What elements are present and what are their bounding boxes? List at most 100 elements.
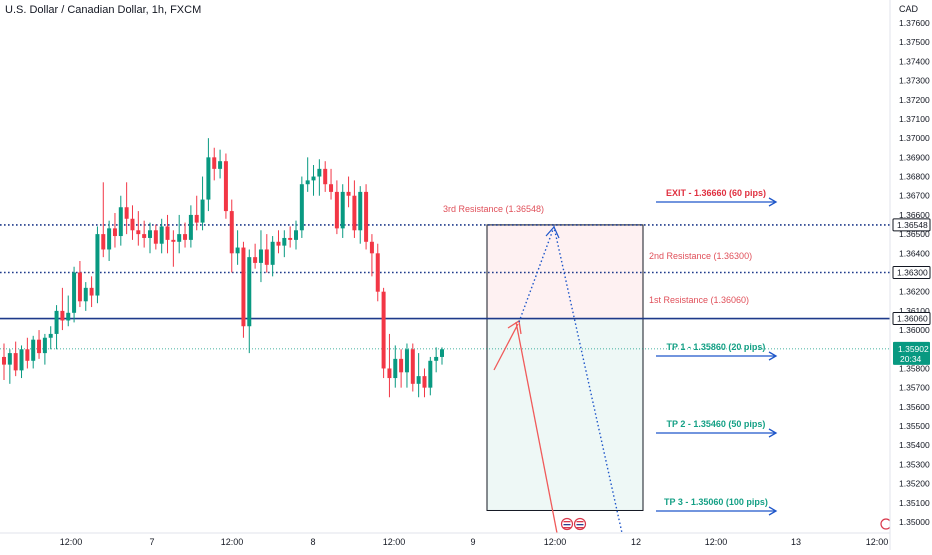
candle-body[interactable]	[346, 191, 351, 196]
candle-body[interactable]	[247, 257, 252, 327]
tp-3-arrow-head	[768, 506, 778, 516]
candle-body[interactable]	[393, 358, 398, 379]
candle-body[interactable]	[2, 356, 6, 365]
candle-body[interactable]	[334, 191, 339, 229]
candle-body[interactable]	[410, 349, 415, 384]
exit-label: EXIT - 1.36660 (60 pips)	[666, 188, 766, 198]
candle-body[interactable]	[323, 168, 328, 185]
y-tick-label: 1.36800	[899, 172, 930, 182]
candle-body[interactable]	[340, 191, 345, 229]
candle-body[interactable]	[282, 237, 287, 246]
level-price-tag-label: 1.36060	[897, 314, 928, 324]
candle-body[interactable]	[218, 161, 223, 169]
event-flag-stripe	[576, 521, 584, 523]
candle-body[interactable]	[253, 257, 258, 263]
candle-body[interactable]	[329, 184, 334, 192]
candle-body[interactable]	[171, 239, 176, 242]
candle-body[interactable]	[364, 191, 369, 242]
candle-body[interactable]	[428, 360, 433, 388]
candle-body[interactable]	[375, 253, 380, 292]
candle-body[interactable]	[223, 161, 228, 212]
candle-body[interactable]	[177, 234, 182, 242]
candle-body[interactable]	[142, 234, 147, 238]
candle-body[interactable]	[118, 207, 123, 237]
drop-arrow	[515, 321, 558, 534]
y-tick-label: 1.36500	[899, 229, 930, 239]
y-tick-label: 1.35100	[899, 498, 930, 508]
tp-2-label: TP 2 - 1.35460 (50 pips)	[667, 419, 766, 429]
candle-body[interactable]	[37, 339, 42, 354]
candle-body[interactable]	[183, 234, 188, 240]
candle-body[interactable]	[387, 368, 392, 379]
candle-body[interactable]	[294, 230, 298, 240]
candle-body[interactable]	[48, 333, 53, 338]
current-price-tag	[893, 341, 930, 365]
candle-body[interactable]	[276, 241, 281, 246]
level-price-tag-label: 1.36548	[897, 220, 928, 230]
level-price-tag	[892, 312, 931, 326]
y-tick-label: 1.35600	[899, 402, 930, 412]
candle-body[interactable]	[101, 234, 106, 250]
tp-1-label: TP 1 - 1.35860 (20 pips)	[667, 342, 766, 352]
candle-body[interactable]	[440, 349, 444, 357]
candle-body[interactable]	[352, 195, 357, 231]
candle-body[interactable]	[72, 272, 77, 313]
candle-body[interactable]	[200, 199, 205, 223]
candle-body[interactable]	[241, 247, 246, 327]
candle-body[interactable]	[66, 312, 71, 321]
candle-body[interactable]	[19, 349, 24, 371]
candle-body[interactable]	[130, 218, 135, 231]
candle-body[interactable]	[212, 157, 217, 169]
candle-body[interactable]	[159, 226, 164, 244]
candle-body[interactable]	[229, 211, 234, 254]
x-tick-label: 12	[631, 537, 641, 547]
level-price-tag-label: 1.36300	[897, 268, 928, 278]
candle-body[interactable]	[264, 249, 269, 265]
candle-body[interactable]	[7, 353, 12, 365]
candle-body[interactable]	[89, 287, 94, 296]
candle-body[interactable]	[107, 228, 112, 250]
candle-body[interactable]	[317, 168, 322, 177]
candle-body[interactable]	[399, 358, 404, 373]
candle-body[interactable]	[369, 241, 374, 254]
candle-body[interactable]	[153, 230, 158, 244]
candle-body[interactable]	[311, 176, 316, 181]
candle-body[interactable]	[188, 214, 193, 240]
y-tick-label: 1.37500	[899, 37, 930, 47]
candle-body[interactable]	[206, 157, 211, 200]
candle-body[interactable]	[31, 339, 36, 361]
x-tick-label: 12:00	[705, 537, 728, 547]
candle-body[interactable]	[235, 247, 240, 254]
candle-body[interactable]	[258, 249, 263, 263]
candle-body[interactable]	[25, 349, 30, 361]
y-tick-label: 1.35000	[899, 517, 930, 527]
candle-body[interactable]	[288, 237, 293, 240]
candle-body[interactable]	[112, 228, 117, 237]
candle-body[interactable]	[270, 241, 275, 265]
candle-body[interactable]	[381, 291, 386, 369]
candle-body[interactable]	[404, 349, 409, 373]
candle-body[interactable]	[13, 353, 18, 371]
target-zone	[487, 318, 643, 511]
y-tick-label: 1.35400	[899, 440, 930, 450]
candle-body[interactable]	[136, 230, 141, 235]
candle-body[interactable]	[422, 376, 427, 388]
x-tick-label: 9	[470, 537, 475, 547]
candle-body[interactable]	[358, 191, 363, 231]
candle-body[interactable]	[299, 184, 304, 231]
candle-body[interactable]	[83, 287, 88, 302]
candle-body[interactable]	[165, 226, 170, 240]
candle-body[interactable]	[434, 356, 439, 361]
candle-body[interactable]	[54, 310, 59, 334]
candle-body[interactable]	[42, 337, 47, 354]
candle-body[interactable]	[148, 230, 152, 238]
candle-body[interactable]	[416, 376, 421, 384]
candle-body[interactable]	[60, 310, 65, 321]
candle-body[interactable]	[124, 207, 129, 219]
candle-body[interactable]	[95, 234, 100, 296]
candle-body[interactable]	[305, 180, 310, 185]
candle-body[interactable]	[77, 272, 82, 302]
candle-body[interactable]	[194, 214, 199, 223]
